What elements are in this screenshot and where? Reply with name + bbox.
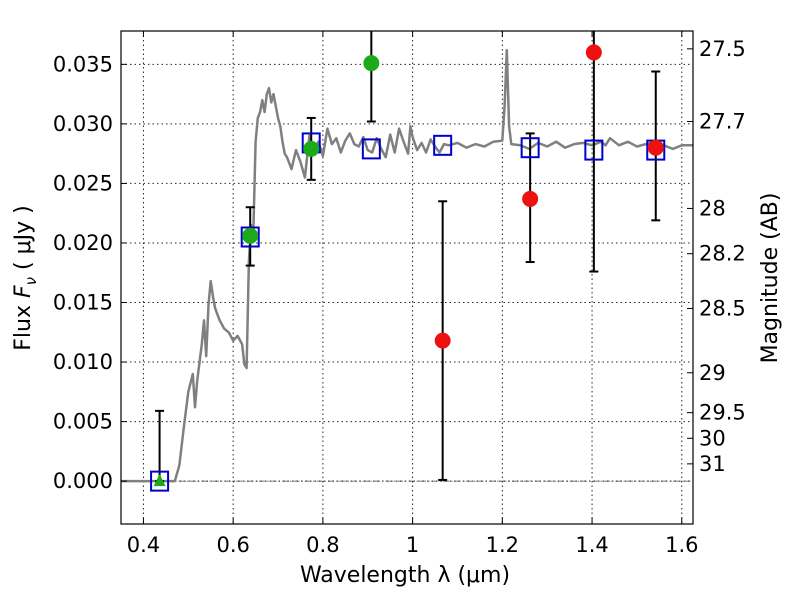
x-tick-label: 0.8 — [306, 533, 339, 557]
y-tick-label: 0.035 — [53, 52, 113, 76]
x-tick-label: 1.6 — [665, 533, 698, 557]
y-axis-label-prefix: Flux — [11, 298, 36, 351]
magnitude-tick-label: 28 — [699, 196, 726, 220]
model-band-square — [520, 137, 540, 159]
x-axis-ticks: 0.4 0.6 0.8 1 1.2 1.4 1.6 — [127, 31, 698, 557]
model-band-square — [361, 138, 381, 160]
observed-flux-point — [363, 55, 380, 72]
magnitude-tick-label: 29.5 — [699, 401, 746, 425]
model-band-square — [240, 226, 260, 248]
magnitude-tick-label: 29 — [699, 361, 726, 385]
magnitude-axis-label: Magnitude (AB) — [758, 193, 783, 364]
observed-flux-point — [303, 140, 320, 157]
y-axis-label-suffix: ( μJy ) — [11, 205, 36, 277]
magnitude-tick-label: 27.7 — [699, 110, 746, 134]
y-axis-ticks: 0.000 0.005 0.010 0.015 0.020 0.025 0.030 0.035 — [53, 52, 127, 493]
observed-flux-point — [647, 139, 664, 156]
y-tick-label: 0.010 — [53, 350, 113, 374]
x-tick-label: 0.6 — [216, 533, 249, 557]
x-tick-label: 1.2 — [486, 533, 519, 557]
y-axis-label-subscript: ν — [22, 277, 40, 285]
data-markers — [150, 44, 666, 492]
model-band-square — [150, 470, 170, 492]
y-tick-label: 0.005 — [53, 410, 113, 434]
y-tick-label: 0.020 — [53, 231, 113, 255]
magnitude-tick-label: 28.2 — [699, 242, 746, 266]
magnitude-tick-label: 27.5 — [699, 37, 746, 61]
observed-flux-point — [242, 227, 259, 244]
y-tick-label: 0.000 — [53, 469, 113, 493]
model-band-square — [433, 134, 453, 156]
y-axis-label-variable: F — [11, 285, 36, 298]
magnitude-tick-label: 31 — [699, 452, 726, 476]
y-axis-label: Flux Fν ( μJy ) — [11, 205, 40, 350]
x-axis-label: Wavelength λ (μm) — [300, 563, 510, 588]
spectrum-line — [121, 48, 693, 483]
observed-flux-point — [434, 332, 451, 349]
magnitude-tick-label: 30 — [699, 426, 726, 450]
error-bars — [155, 31, 661, 483]
observed-flux-point — [585, 44, 602, 61]
x-tick-label: 1.4 — [575, 533, 608, 557]
y-tick-label: 0.030 — [53, 112, 113, 136]
y-tick-label: 0.015 — [53, 291, 113, 315]
magnitude-tick-label: 28.5 — [699, 296, 746, 320]
model-band-square — [584, 139, 604, 161]
y-tick-label: 0.025 — [53, 171, 113, 195]
model-spectrum — [121, 48, 693, 483]
x-tick-label: 0.4 — [127, 533, 160, 557]
plot-frame — [120, 30, 694, 525]
observed-flux-point — [522, 190, 539, 207]
grid-lines — [121, 31, 693, 524]
upper-limit-triangle — [153, 474, 166, 487]
x-tick-label: 1 — [406, 533, 419, 557]
